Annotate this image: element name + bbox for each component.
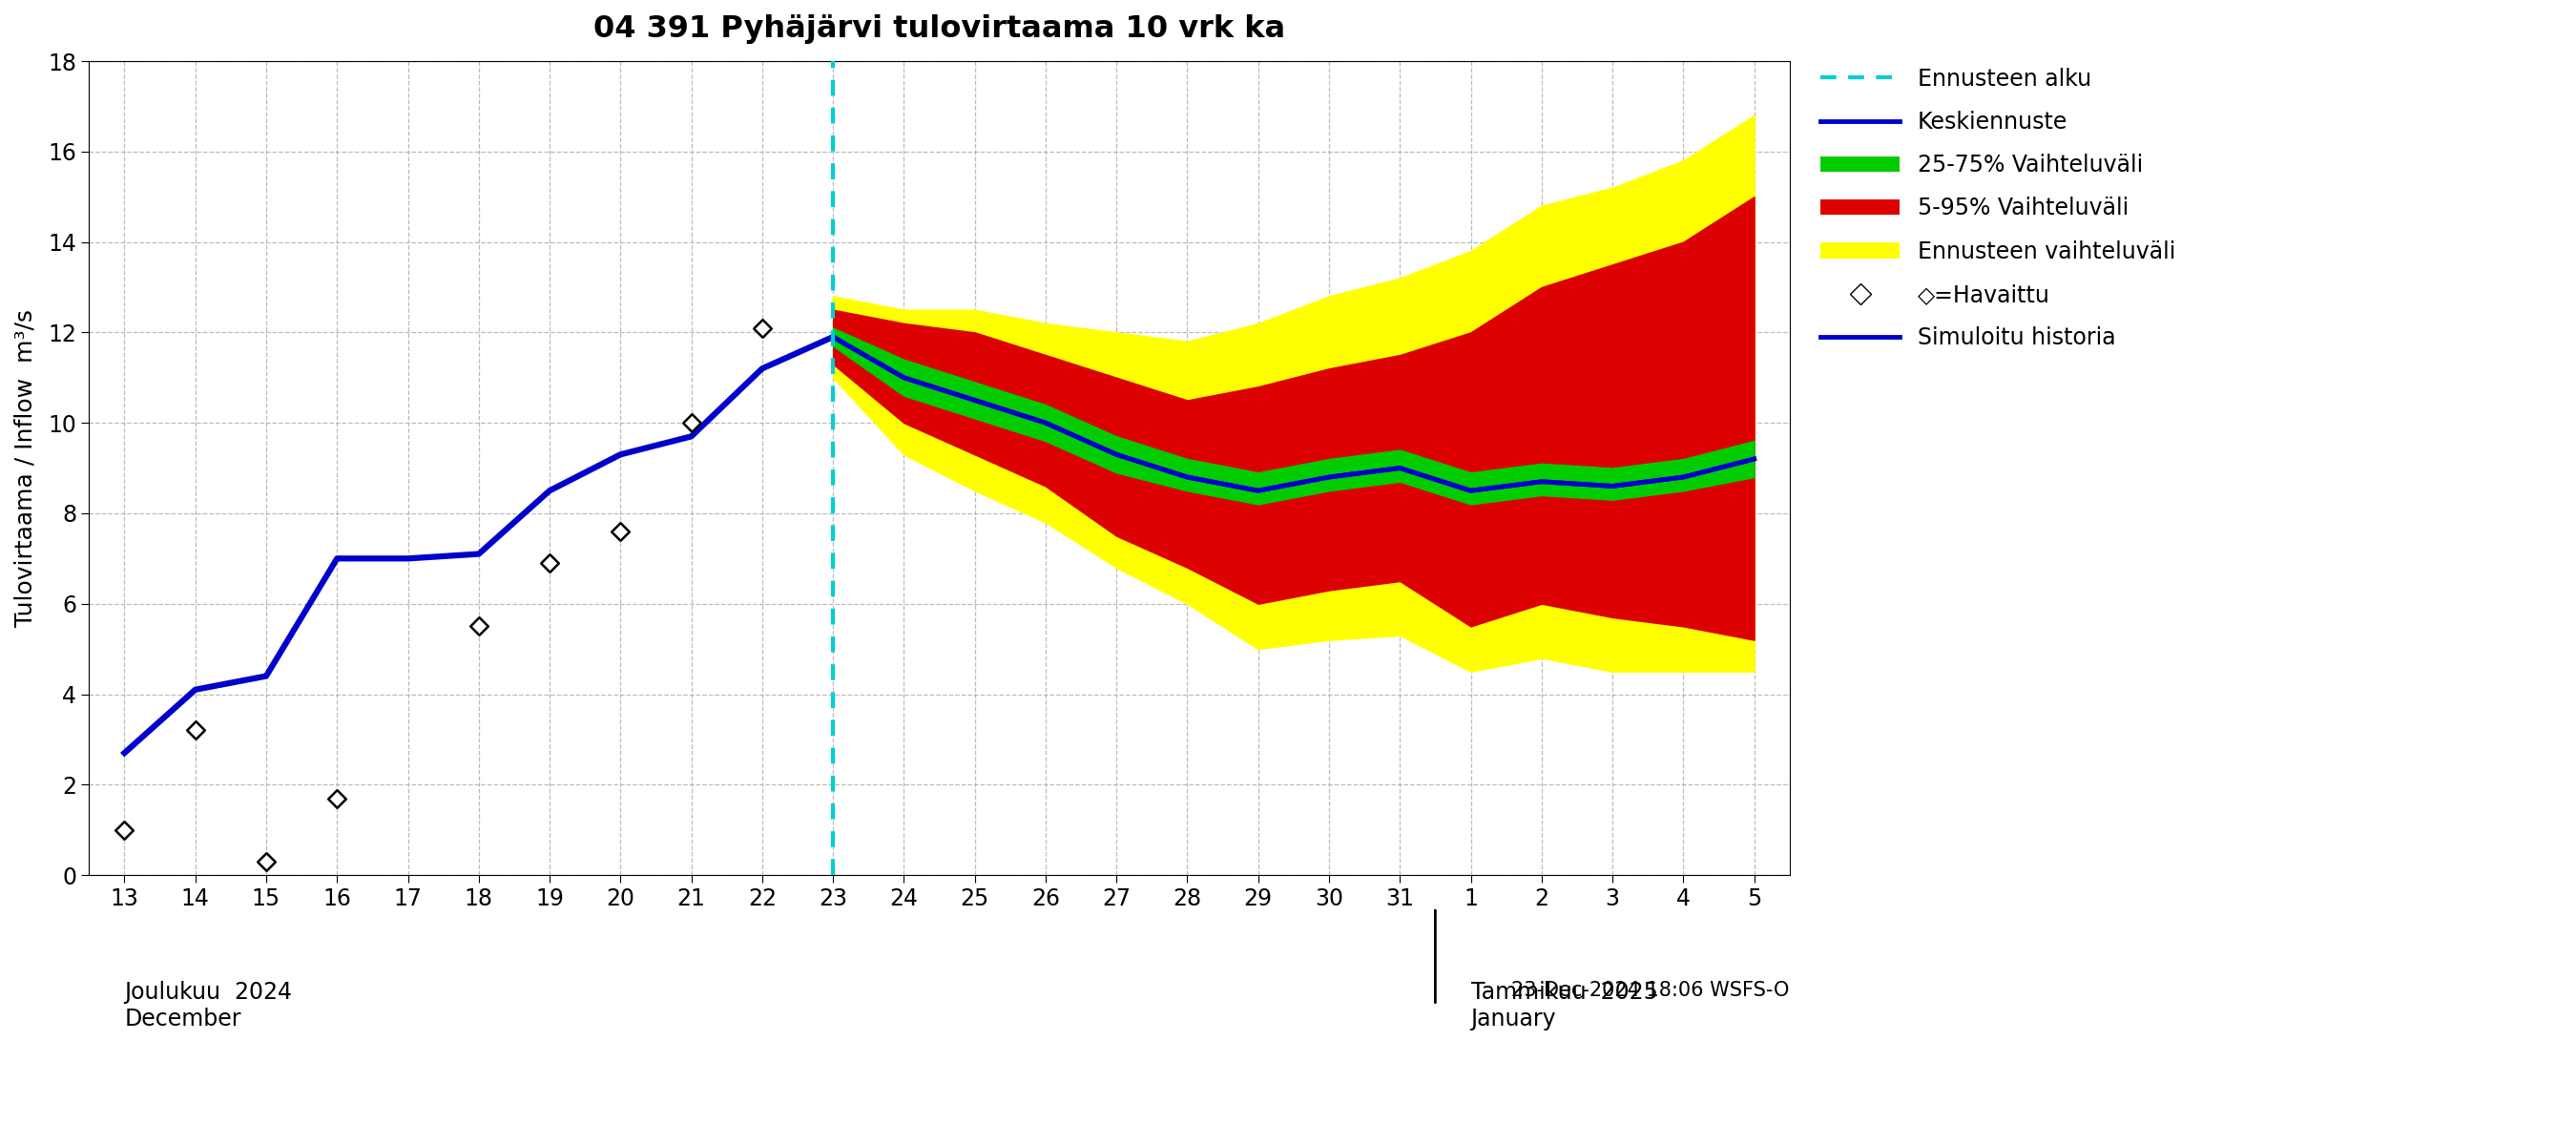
Point	[175, 721, 216, 740]
Text: Joulukuu  2024
December: Joulukuu 2024 December	[124, 981, 291, 1031]
Point	[245, 852, 286, 870]
Text: 23-Dec-2024 18:06 WSFS-O: 23-Dec-2024 18:06 WSFS-O	[1512, 981, 1790, 1000]
Point	[317, 789, 358, 807]
Y-axis label: Tulovirtaama / Inflow  m³/s: Tulovirtaama / Inflow m³/s	[15, 309, 36, 627]
Point	[600, 522, 641, 540]
Title: 04 391 Pyhäjärvi tulovirtaama 10 vrk ka: 04 391 Pyhäjärvi tulovirtaama 10 vrk ka	[592, 14, 1285, 44]
Point	[670, 413, 711, 432]
Point	[103, 821, 144, 839]
Text: Tammikuu  2025
January: Tammikuu 2025 January	[1471, 981, 1656, 1031]
Point	[528, 554, 569, 572]
Point	[459, 617, 500, 635]
Point	[742, 318, 783, 337]
Legend: Ennusteen alku, Keskiennuste, 25-75% Vaihteluväli, 5-95% Vaihteluväli, Ennusteen: Ennusteen alku, Keskiennuste, 25-75% Vai…	[1808, 56, 2187, 361]
